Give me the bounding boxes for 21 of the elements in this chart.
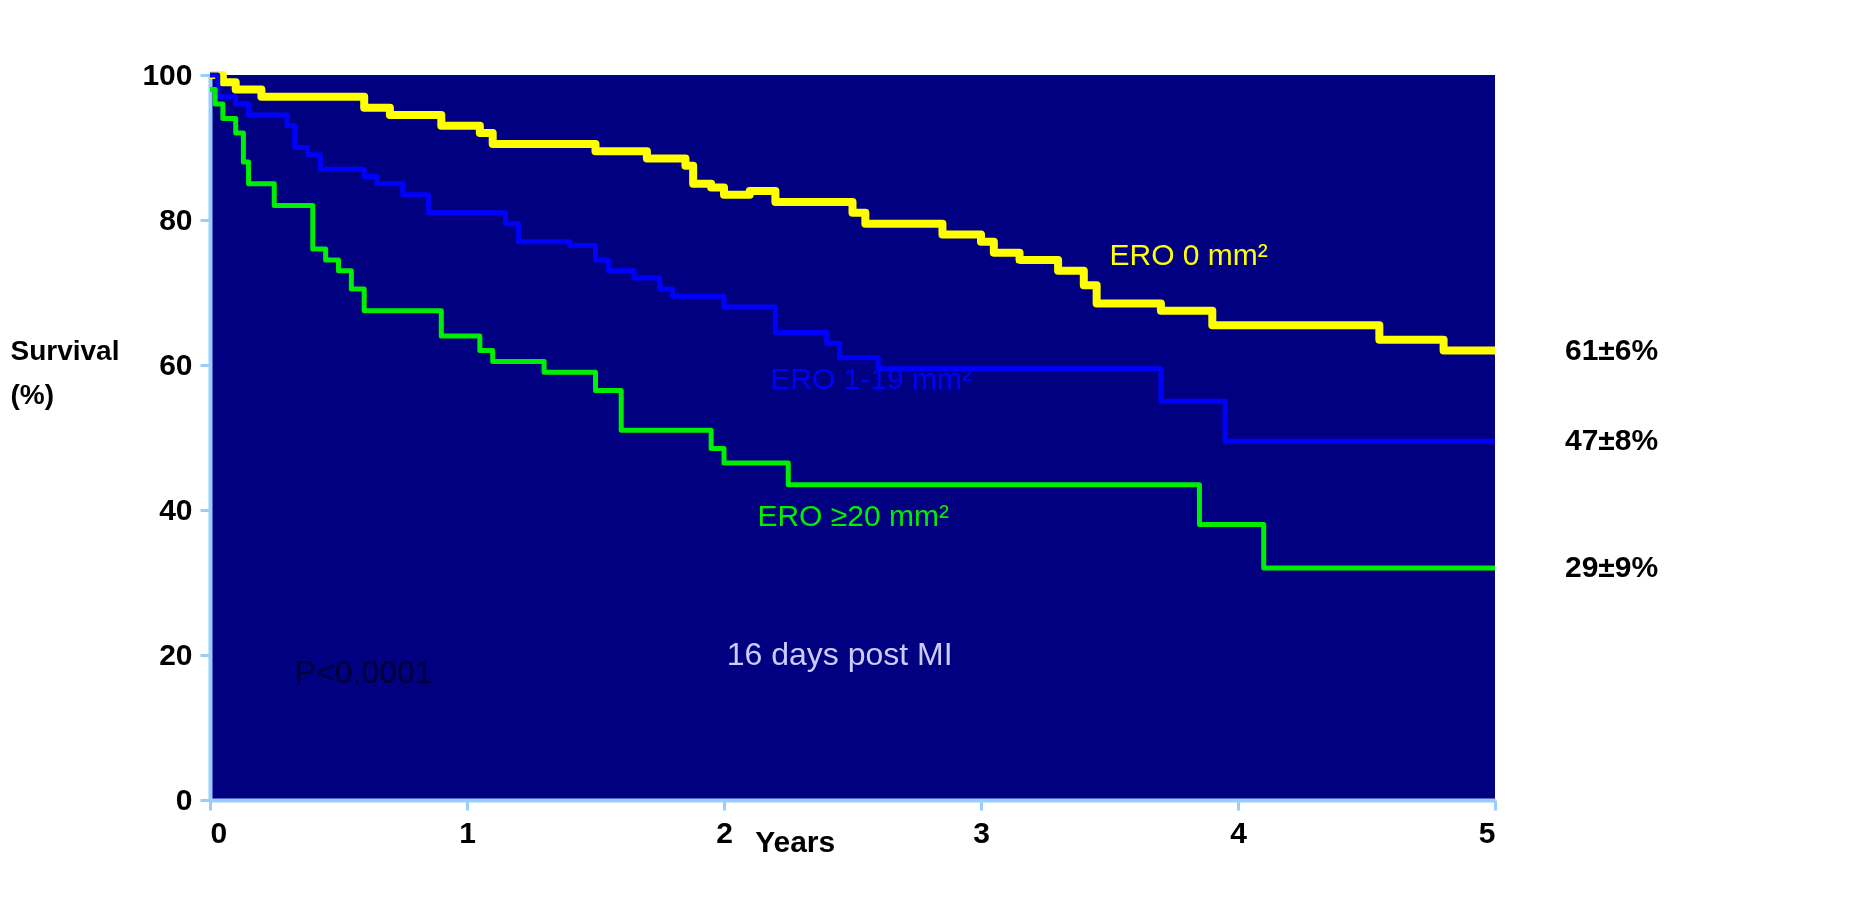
x-tick-label: 3 [973,815,990,849]
y-tick-label: 100 [142,57,193,91]
x-axis-title: Years [755,824,836,858]
x-tick-label: 2 [716,815,733,849]
x-tick-label: 0 [210,815,228,849]
y-tick-label: 20 [159,637,193,671]
text: 47±8% [1565,423,1659,457]
series-label: ERO ≥20 mm² [757,499,949,533]
y-axis-title: Survival (%) [10,334,120,410]
y-tick-label: 80 [159,202,193,236]
x-tick-label: 1 [459,815,476,849]
series-label: ERO 0 mm² [1109,238,1268,272]
y-tick-label: 60 [159,347,193,381]
y-tick-label: 40 [159,492,193,526]
annotation: 16 days post MI [726,636,953,672]
annotation: P<0.0001 [294,654,433,691]
x-tick-label: 4 [1230,815,1248,849]
x-tick-label: 5 [1478,815,1496,849]
text: 61±6% [1565,332,1659,366]
text: 29±9% [1565,550,1659,583]
y-tick-label: 0 [175,782,193,816]
